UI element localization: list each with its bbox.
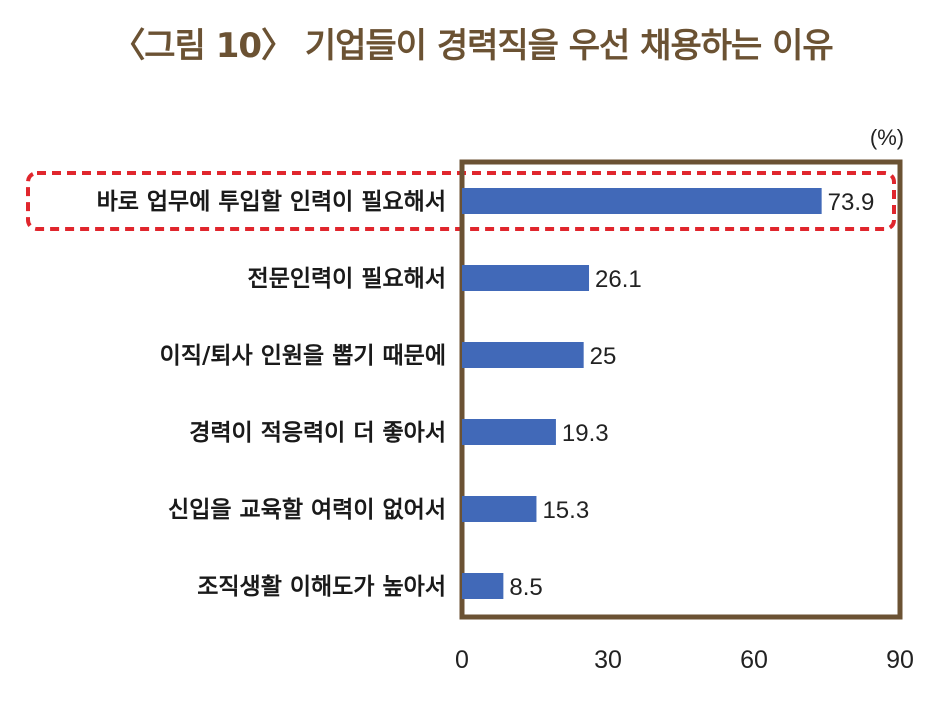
data-label: 25 xyxy=(590,343,617,370)
bar xyxy=(462,419,556,445)
bar xyxy=(462,342,584,368)
plot-frame xyxy=(459,159,903,620)
data-label: 19.3 xyxy=(562,420,609,447)
x-tick-label: 90 xyxy=(886,646,914,674)
bar xyxy=(462,188,822,214)
category-label: 경력이 적응력이 더 좋아서 xyxy=(189,420,446,446)
category-label: 전문인력이 필요해서 xyxy=(248,266,446,292)
category-label: 신입을 교육할 여력이 없어서 xyxy=(168,497,446,523)
chart-title: 〈그림 10〉 기업들이 경력직을 우선 채용하는 이유 xyxy=(111,26,833,66)
data-label: 8.5 xyxy=(509,574,542,601)
bar xyxy=(462,573,504,599)
data-label: 73.9 xyxy=(828,189,875,216)
category-label: 이직/퇴사 인원을 뽑기 때문에 xyxy=(160,343,446,369)
category-label: 바로 업무에 투입할 인력이 필요해서 xyxy=(97,189,446,215)
bar xyxy=(462,496,537,522)
category-label: 조직생활 이해도가 높아서 xyxy=(197,574,446,600)
data-label: 15.3 xyxy=(542,497,589,524)
x-tick-label: 30 xyxy=(594,646,622,674)
unit-label: (%) xyxy=(870,125,904,150)
bar xyxy=(462,265,590,291)
data-label: 26.1 xyxy=(595,266,642,293)
x-tick-label: 60 xyxy=(740,646,768,674)
x-tick-label: 0 xyxy=(455,646,469,674)
